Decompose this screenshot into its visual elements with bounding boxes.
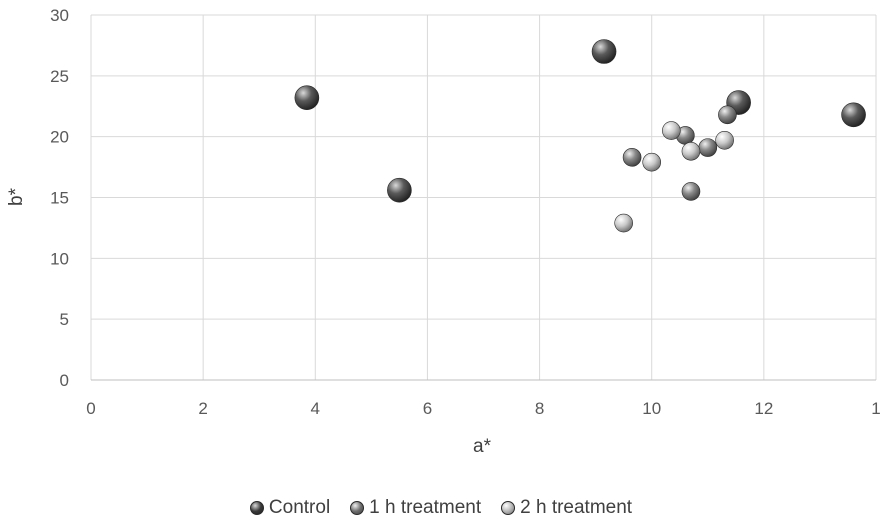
legend-item: 1 h treatment <box>350 497 481 519</box>
y-tick-label: 20 <box>50 128 69 147</box>
y-tick-label: 15 <box>50 189 69 208</box>
data-point-0 <box>387 177 412 203</box>
data-point-1 <box>622 148 642 167</box>
legend-item: Control <box>249 497 331 519</box>
legend-label: Control <box>268 497 331 518</box>
x-tick-label: 0 <box>86 399 95 418</box>
legend-swatch-icon <box>350 501 365 515</box>
data-point-0 <box>294 85 320 111</box>
scatter-chart: 0 5 10 15 20 25 30 0 2 4 6 8 10 12 1 a* b* <box>6 6 881 457</box>
data-point-2 <box>614 213 633 233</box>
y-tick-label: 30 <box>50 6 69 25</box>
legend-swatch-icon <box>249 501 264 515</box>
y-tick-label: 10 <box>50 249 69 268</box>
legend-label: 1 h treatment <box>369 497 482 518</box>
x-tick-label: 1 <box>871 399 880 418</box>
data-point-2 <box>642 152 662 172</box>
legend-label: 2 h treatment <box>520 497 633 518</box>
x-tick-label: 6 <box>423 399 432 418</box>
data-point-2 <box>681 141 701 161</box>
legend-item: 2 h treatment <box>501 497 632 519</box>
y-tick-label: 25 <box>50 67 69 86</box>
axes: 0 5 10 15 20 25 30 0 2 4 6 8 10 12 1 <box>50 6 881 418</box>
legend-swatch-icon <box>501 501 516 515</box>
y-axis-title: b* <box>6 187 27 206</box>
data-point-1 <box>718 105 737 125</box>
y-tick-label: 0 <box>60 371 69 390</box>
data-point-0 <box>841 102 866 128</box>
x-tick-label: 8 <box>535 399 544 418</box>
data-points <box>294 39 866 233</box>
data-point-1 <box>698 138 718 157</box>
x-tick-label: 2 <box>198 399 207 418</box>
gridlines <box>90 14 877 381</box>
x-axis-title: a* <box>473 436 492 457</box>
data-point-2 <box>715 131 734 150</box>
y-tick-label: 5 <box>60 310 69 329</box>
x-tick-label: 4 <box>311 399 320 418</box>
x-tick-label: 12 <box>754 399 773 418</box>
data-point-2 <box>662 121 681 140</box>
x-tick-label: 10 <box>642 399 661 418</box>
data-point-1 <box>681 182 701 201</box>
chart-legend: Control 1 h treatment 2 h treatment <box>0 497 882 521</box>
data-point-0 <box>591 39 617 64</box>
